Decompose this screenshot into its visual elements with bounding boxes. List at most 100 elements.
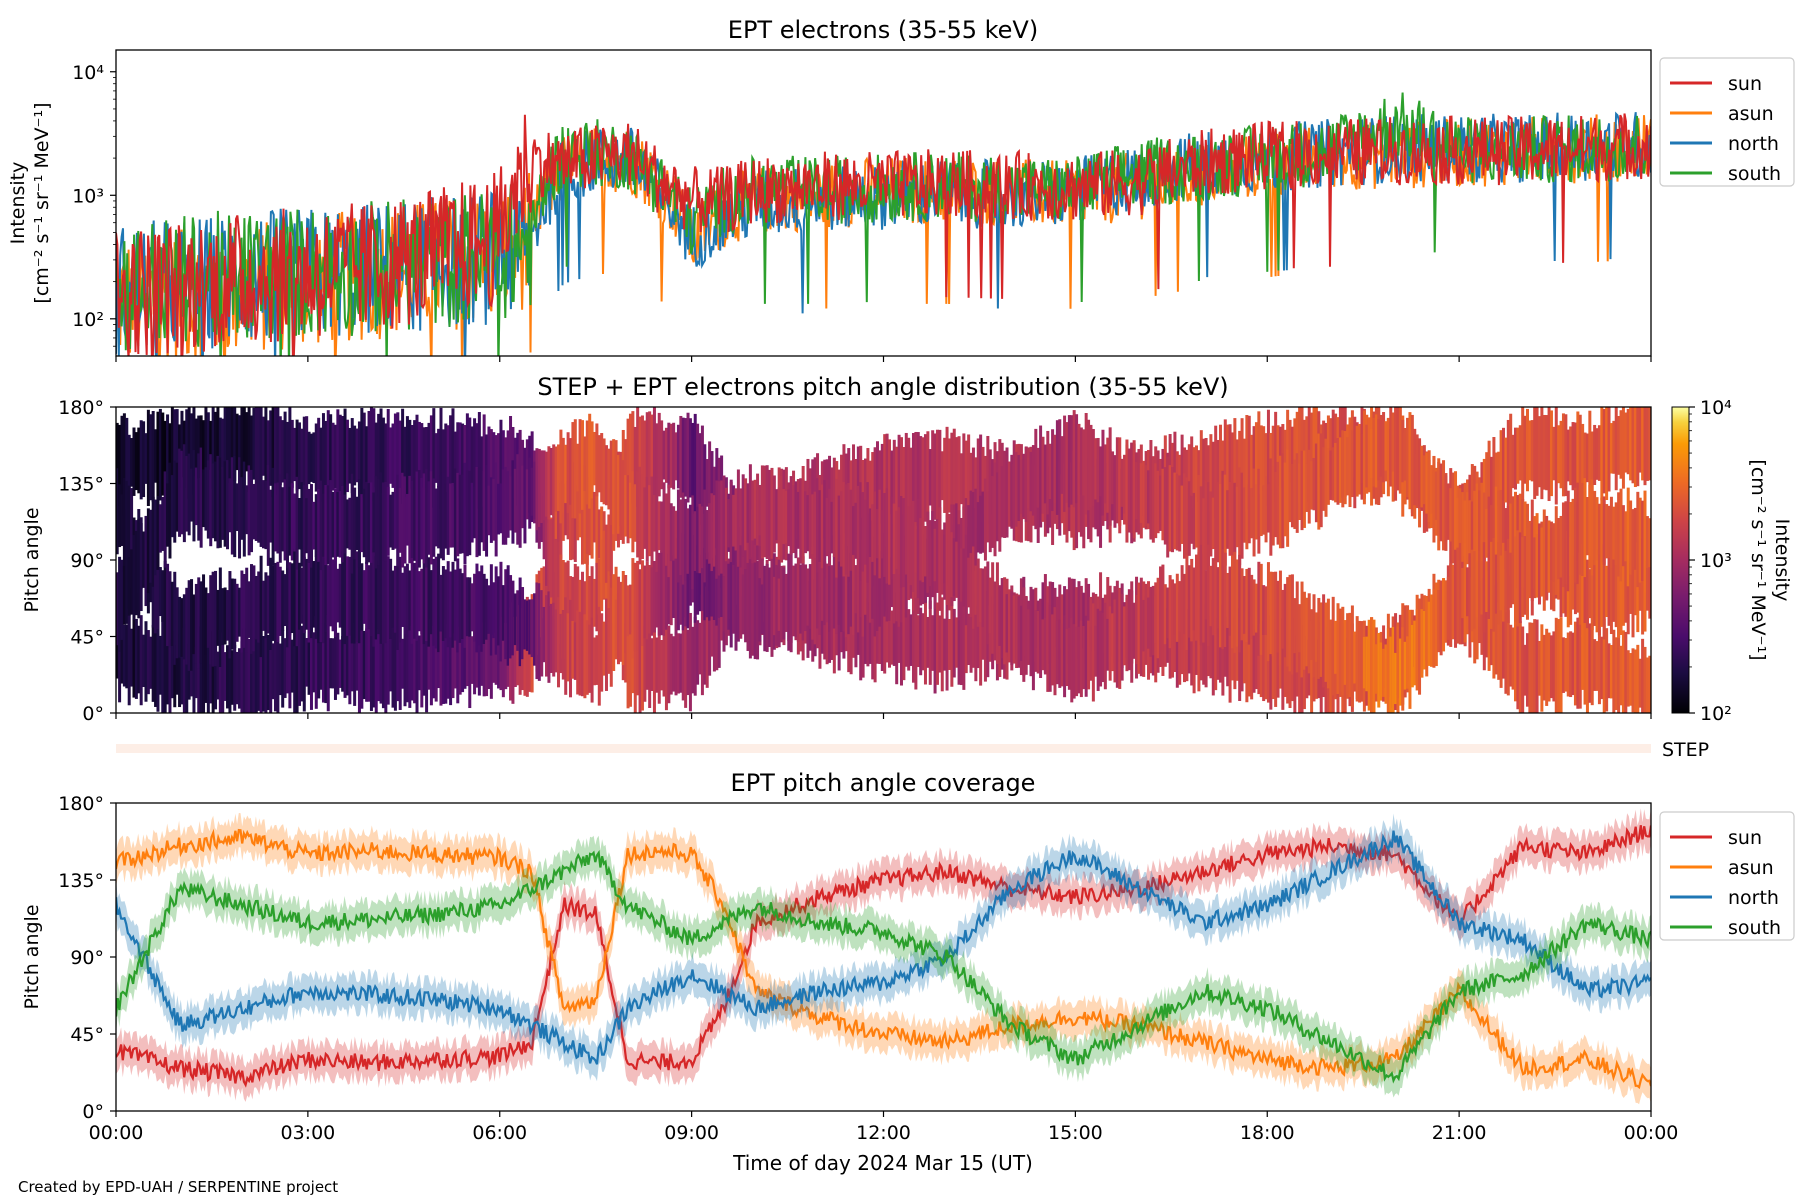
heatmap-cell xyxy=(487,629,491,690)
heatmap-cell xyxy=(756,561,760,660)
heatmap-cell xyxy=(859,482,863,581)
heatmap-cell xyxy=(861,460,865,518)
heatmap-cell xyxy=(528,599,532,655)
heatmap-cell xyxy=(1113,599,1117,683)
heatmap-cell xyxy=(1554,506,1558,595)
heatmap-cell xyxy=(1024,446,1028,522)
heatmap-cell xyxy=(1123,606,1127,666)
panel-2-x-ticks xyxy=(115,713,1652,719)
heatmap-cell xyxy=(1194,497,1198,548)
heatmap-cell xyxy=(1389,407,1393,487)
heatmap-cell xyxy=(1235,627,1239,681)
heatmap-cell xyxy=(710,559,714,617)
heatmap-cell xyxy=(120,415,124,515)
heatmap-cell xyxy=(799,478,803,564)
heatmap-cell xyxy=(302,556,306,634)
heatmap-cell xyxy=(849,489,853,571)
heatmap-cell xyxy=(957,436,961,520)
heatmap-cell xyxy=(163,617,167,713)
heatmap-cell xyxy=(640,616,644,711)
heatmap-cell xyxy=(264,407,268,490)
heatmap-cell xyxy=(938,429,942,523)
heatmap-cell xyxy=(650,414,654,497)
heatmap-cell xyxy=(1324,438,1328,517)
heatmap-cell xyxy=(590,421,594,499)
heatmap-cell xyxy=(175,409,179,492)
heatmap-cell xyxy=(741,474,745,557)
heatmap-cell xyxy=(792,485,796,554)
heatmap-cell xyxy=(154,499,158,576)
heatmap-cell xyxy=(1206,616,1210,677)
heatmap-cell xyxy=(417,470,421,568)
heatmap-cell xyxy=(377,628,381,702)
heatmap-cell xyxy=(1602,408,1606,494)
heatmap-cell xyxy=(626,475,630,544)
heatmap-cell xyxy=(590,566,594,641)
heatmap-cell xyxy=(144,515,148,595)
heatmap-cell xyxy=(202,628,206,713)
heatmap-cell xyxy=(928,520,932,587)
heatmap-cell xyxy=(664,493,668,566)
heatmap-cell xyxy=(1430,465,1434,514)
heatmap-cell xyxy=(151,624,155,702)
heatmap-cell xyxy=(1178,592,1182,685)
heatmap-cell xyxy=(691,422,695,497)
heatmap-cell xyxy=(1631,509,1635,568)
heatmap-cell xyxy=(262,480,266,549)
heatmap-cell xyxy=(273,629,277,712)
heatmap-cell xyxy=(1154,595,1158,644)
heatmap-cell xyxy=(1082,429,1086,496)
heatmap-cell xyxy=(684,617,688,708)
heatmap-cell xyxy=(206,460,210,539)
heatmap-cell xyxy=(768,469,772,556)
heatmap-cell xyxy=(1209,434,1213,512)
heatmap-cell xyxy=(285,641,289,694)
heatmap-cell xyxy=(1557,619,1561,713)
heatmap-cell xyxy=(1247,617,1251,697)
heatmap-cell xyxy=(552,444,556,517)
heatmap-cell xyxy=(468,470,472,556)
heatmap-cell xyxy=(170,581,174,646)
heatmap-cell xyxy=(604,524,608,583)
heatmap-cell xyxy=(1338,437,1342,503)
heatmap-cell xyxy=(290,563,294,634)
heatmap-cell xyxy=(916,615,920,668)
heatmap-cell xyxy=(1641,638,1645,713)
heatmap-cell xyxy=(1058,419,1062,514)
heatmap-cell xyxy=(933,593,937,694)
heatmap-cell xyxy=(744,524,748,611)
heatmap-cell xyxy=(259,555,263,658)
heatmap-cell xyxy=(1494,452,1498,511)
heatmap-cell xyxy=(182,444,186,543)
heatmap-cell xyxy=(811,494,815,555)
heatmap-cell xyxy=(1415,609,1419,691)
heatmap-cell xyxy=(828,553,832,632)
heatmap-cell xyxy=(1257,468,1261,554)
heatmap-cell xyxy=(1612,506,1616,560)
y-tick-label: 0° xyxy=(82,1101,104,1123)
heatmap-cell xyxy=(271,565,275,641)
heatmap-cell xyxy=(130,438,134,487)
heatmap-cell xyxy=(288,562,292,636)
heatmap-cell xyxy=(576,566,580,649)
heatmap-cell xyxy=(1266,409,1270,506)
heatmap-cell xyxy=(868,508,872,558)
heatmap-cell xyxy=(1250,616,1254,700)
heatmap-cell xyxy=(204,407,208,494)
heatmap-cell xyxy=(1545,515,1549,601)
heatmap-cell xyxy=(650,560,654,636)
heatmap-cell xyxy=(914,431,918,527)
heatmap-cell xyxy=(667,484,671,578)
heatmap-cell xyxy=(971,608,975,668)
heatmap-cell xyxy=(151,496,155,587)
heatmap-cell xyxy=(468,577,472,637)
heatmap-cell xyxy=(1619,410,1623,479)
heatmap-cell xyxy=(842,549,846,632)
heatmap-cell xyxy=(1003,577,1007,665)
heatmap-cell xyxy=(676,424,680,489)
heatmap-cell xyxy=(516,454,520,545)
heatmap-cell xyxy=(664,427,668,483)
heatmap-cell xyxy=(947,513,951,611)
heatmap-cell xyxy=(729,481,733,563)
heatmap-cell xyxy=(281,570,285,631)
